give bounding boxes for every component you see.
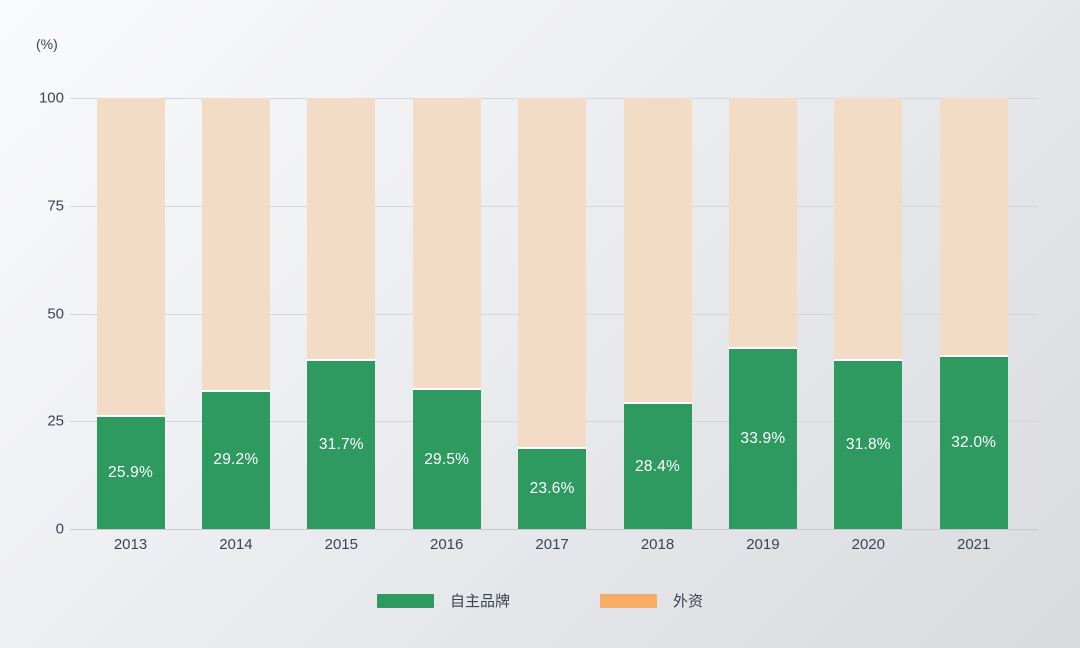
y-tick-label-50: 50	[47, 305, 64, 322]
foreign-segment-2013	[96, 98, 165, 416]
legend-label-foreign: 外资	[673, 593, 704, 610]
foreign-segment-2020	[834, 98, 903, 359]
y-tick-label-25: 25	[47, 412, 64, 430]
domestic-segment-2015: 31.7%	[307, 360, 376, 529]
x-tick-label-2014: 2014	[219, 536, 253, 553]
bar-group-2017: 23.6%	[518, 98, 587, 529]
bar-value-label-2020: 31.8%	[845, 435, 891, 453]
bar-value-label-2018: 28.4%	[635, 457, 680, 475]
domestic-segment-2018: 28.4%	[623, 404, 692, 529]
bar-value-label-2019: 33.9%	[740, 430, 786, 448]
legend-swatch-foreign	[600, 593, 657, 608]
legend: 自主品牌 外资	[0, 590, 1080, 611]
x-tick-label-2021: 2021	[957, 536, 991, 553]
bar-value-label-2013: 25.9%	[108, 464, 153, 482]
bar-value-label-2014: 29.2%	[213, 451, 259, 469]
legend-item-foreign: 外资	[600, 590, 703, 611]
segment-divider	[518, 447, 587, 450]
segment-divider	[939, 355, 1008, 358]
domestic-segment-2021: 32.0%	[939, 357, 1008, 529]
segment-divider	[728, 347, 797, 350]
foreign-segment-2018	[623, 98, 692, 403]
domestic-segment-2017: 23.6%	[518, 449, 587, 529]
gridline-0	[70, 529, 1038, 530]
bar-group-2014: 29.2%	[201, 98, 270, 529]
bar-group-2013: 25.9%	[96, 98, 165, 529]
segment-divider	[623, 402, 692, 405]
x-tick-label-2018: 2018	[640, 536, 675, 553]
foreign-segment-2017	[518, 98, 587, 448]
foreign-segment-2014	[201, 98, 270, 390]
bar-value-label-2016: 29.5%	[424, 450, 470, 468]
y-tick-label-0: 0	[55, 520, 64, 538]
segment-divider	[201, 389, 270, 392]
foreign-segment-2021	[939, 98, 1008, 356]
legend-swatch-domestic	[376, 593, 434, 608]
x-tick-label-2019: 2019	[746, 536, 780, 553]
bar-value-label-2015: 31.7%	[318, 435, 364, 453]
foreign-segment-2015	[307, 98, 376, 359]
legend-label-domestic: 自主品牌	[449, 593, 510, 610]
bar-value-label-2021: 32.0%	[951, 434, 997, 452]
segment-divider	[834, 358, 903, 361]
y-tick-label-75: 75	[47, 197, 64, 215]
bar-group-2021: 32.0%	[939, 98, 1008, 529]
x-tick-label-2017: 2017	[535, 536, 569, 553]
foreign-segment-2016	[412, 98, 481, 389]
legend-item-domestic: 自主品牌	[376, 590, 510, 611]
bar-group-2018: 28.4%	[623, 98, 692, 529]
bar-group-2020: 31.8%	[834, 98, 903, 529]
domestic-segment-2019: 33.9%	[728, 349, 797, 529]
domestic-segment-2020: 31.8%	[834, 360, 903, 529]
bar-group-2019: 33.9%	[728, 98, 797, 529]
bar-value-label-2017: 23.6%	[529, 480, 575, 498]
domestic-segment-2016: 29.5%	[412, 390, 481, 529]
domestic-segment-2014: 29.2%	[201, 391, 270, 529]
x-tick-label-2015: 2015	[324, 536, 358, 553]
segment-divider	[96, 415, 165, 418]
bar-group-2015: 31.7%	[307, 98, 376, 529]
y-axis-unit-label: (%)	[36, 36, 58, 52]
segment-divider	[307, 358, 376, 361]
foreign-segment-2019	[728, 98, 797, 348]
segment-divider	[412, 388, 481, 391]
x-tick-label-2020: 2020	[851, 536, 885, 553]
y-tick-label-100: 100	[38, 89, 64, 107]
domestic-segment-2013: 25.9%	[96, 417, 165, 529]
plot-area: 0 25 50 75 100 25.9% 29.2% 31.7% 29.5% 23.6% 28.4%…	[39, 90, 1038, 538]
x-tick-label-2016: 2016	[430, 536, 464, 553]
x-tick-label-2013: 2013	[113, 536, 148, 553]
bar-group-2016: 29.5%	[412, 98, 481, 529]
